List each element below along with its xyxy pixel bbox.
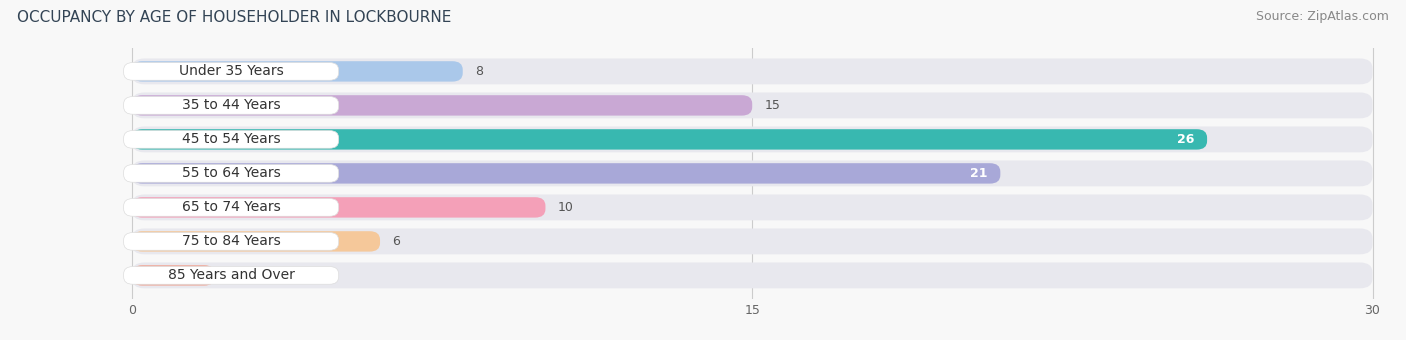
Text: 2: 2 <box>226 269 235 282</box>
FancyBboxPatch shape <box>132 163 1000 184</box>
FancyBboxPatch shape <box>124 131 339 148</box>
FancyBboxPatch shape <box>132 61 463 82</box>
FancyBboxPatch shape <box>132 58 1372 84</box>
Text: 45 to 54 Years: 45 to 54 Years <box>181 132 280 147</box>
FancyBboxPatch shape <box>132 126 1372 152</box>
FancyBboxPatch shape <box>124 233 339 250</box>
Text: 8: 8 <box>475 65 484 78</box>
Text: Source: ZipAtlas.com: Source: ZipAtlas.com <box>1256 10 1389 23</box>
FancyBboxPatch shape <box>132 92 1372 118</box>
FancyBboxPatch shape <box>132 228 1372 254</box>
Text: 10: 10 <box>558 201 574 214</box>
FancyBboxPatch shape <box>132 265 215 286</box>
Text: 21: 21 <box>970 167 988 180</box>
FancyBboxPatch shape <box>124 97 339 114</box>
FancyBboxPatch shape <box>124 199 339 216</box>
Text: 65 to 74 Years: 65 to 74 Years <box>181 200 281 215</box>
FancyBboxPatch shape <box>132 197 546 218</box>
FancyBboxPatch shape <box>132 194 1372 220</box>
FancyBboxPatch shape <box>132 262 1372 288</box>
FancyBboxPatch shape <box>132 231 380 252</box>
FancyBboxPatch shape <box>124 267 339 284</box>
Text: 75 to 84 Years: 75 to 84 Years <box>181 234 281 249</box>
Text: 35 to 44 Years: 35 to 44 Years <box>181 98 280 113</box>
FancyBboxPatch shape <box>132 95 752 116</box>
Text: 6: 6 <box>392 235 401 248</box>
Text: 55 to 64 Years: 55 to 64 Years <box>181 166 281 181</box>
Text: Under 35 Years: Under 35 Years <box>179 64 284 79</box>
Text: OCCUPANCY BY AGE OF HOUSEHOLDER IN LOCKBOURNE: OCCUPANCY BY AGE OF HOUSEHOLDER IN LOCKB… <box>17 10 451 25</box>
Text: 26: 26 <box>1177 133 1195 146</box>
FancyBboxPatch shape <box>132 129 1208 150</box>
FancyBboxPatch shape <box>124 165 339 182</box>
Text: 15: 15 <box>765 99 780 112</box>
Text: 85 Years and Over: 85 Years and Over <box>167 268 295 283</box>
FancyBboxPatch shape <box>132 160 1372 186</box>
FancyBboxPatch shape <box>124 63 339 80</box>
